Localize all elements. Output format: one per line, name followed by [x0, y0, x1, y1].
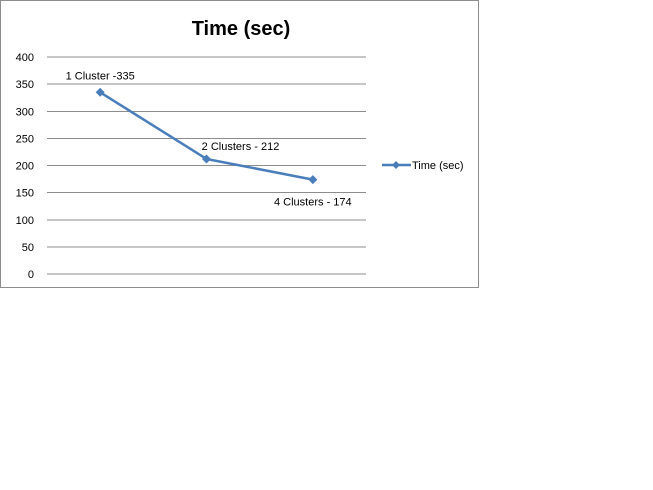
series-layer — [95, 87, 318, 185]
data-point-marker — [202, 154, 211, 164]
gridlines — [47, 56, 366, 275]
data-point-marker — [308, 175, 318, 185]
data-labels: 1 Cluster -335 2 Clusters - 212 4 Clusters… — [66, 70, 352, 208]
y-tick-label: 300 — [16, 106, 34, 118]
y-tick-label: 0 — [28, 269, 34, 281]
legend: Time (sec) — [382, 160, 464, 172]
y-tick-label: 350 — [16, 79, 34, 91]
data-label: 1 Cluster -335 — [66, 70, 135, 82]
data-label: 2 Clusters - 212 — [202, 141, 280, 153]
y-tick-label: 250 — [16, 133, 34, 145]
legend-label: Time (sec) — [412, 160, 464, 172]
y-tick-label: 150 — [16, 188, 34, 200]
chart-title: Time (sec) — [192, 18, 291, 40]
y-tick-label: 50 — [22, 242, 34, 254]
y-tick-label: 200 — [16, 161, 34, 173]
chart-frame: Time (sec) 0 50 100 150 200 250 300 350 400 1 Cl… — [0, 0, 479, 288]
y-tick-label: 100 — [16, 215, 34, 227]
data-point-marker — [95, 87, 105, 97]
y-tick-label: 400 — [16, 52, 34, 64]
series-line — [99, 91, 314, 181]
legend-swatch-marker — [392, 161, 400, 169]
data-label: 4 Clusters - 174 — [274, 197, 352, 209]
y-axis-ticks: 0 50 100 150 200 250 300 350 400 — [16, 52, 34, 281]
line-chart: Time (sec) 0 50 100 150 200 250 300 350 400 1 Cl… — [16, 18, 464, 281]
